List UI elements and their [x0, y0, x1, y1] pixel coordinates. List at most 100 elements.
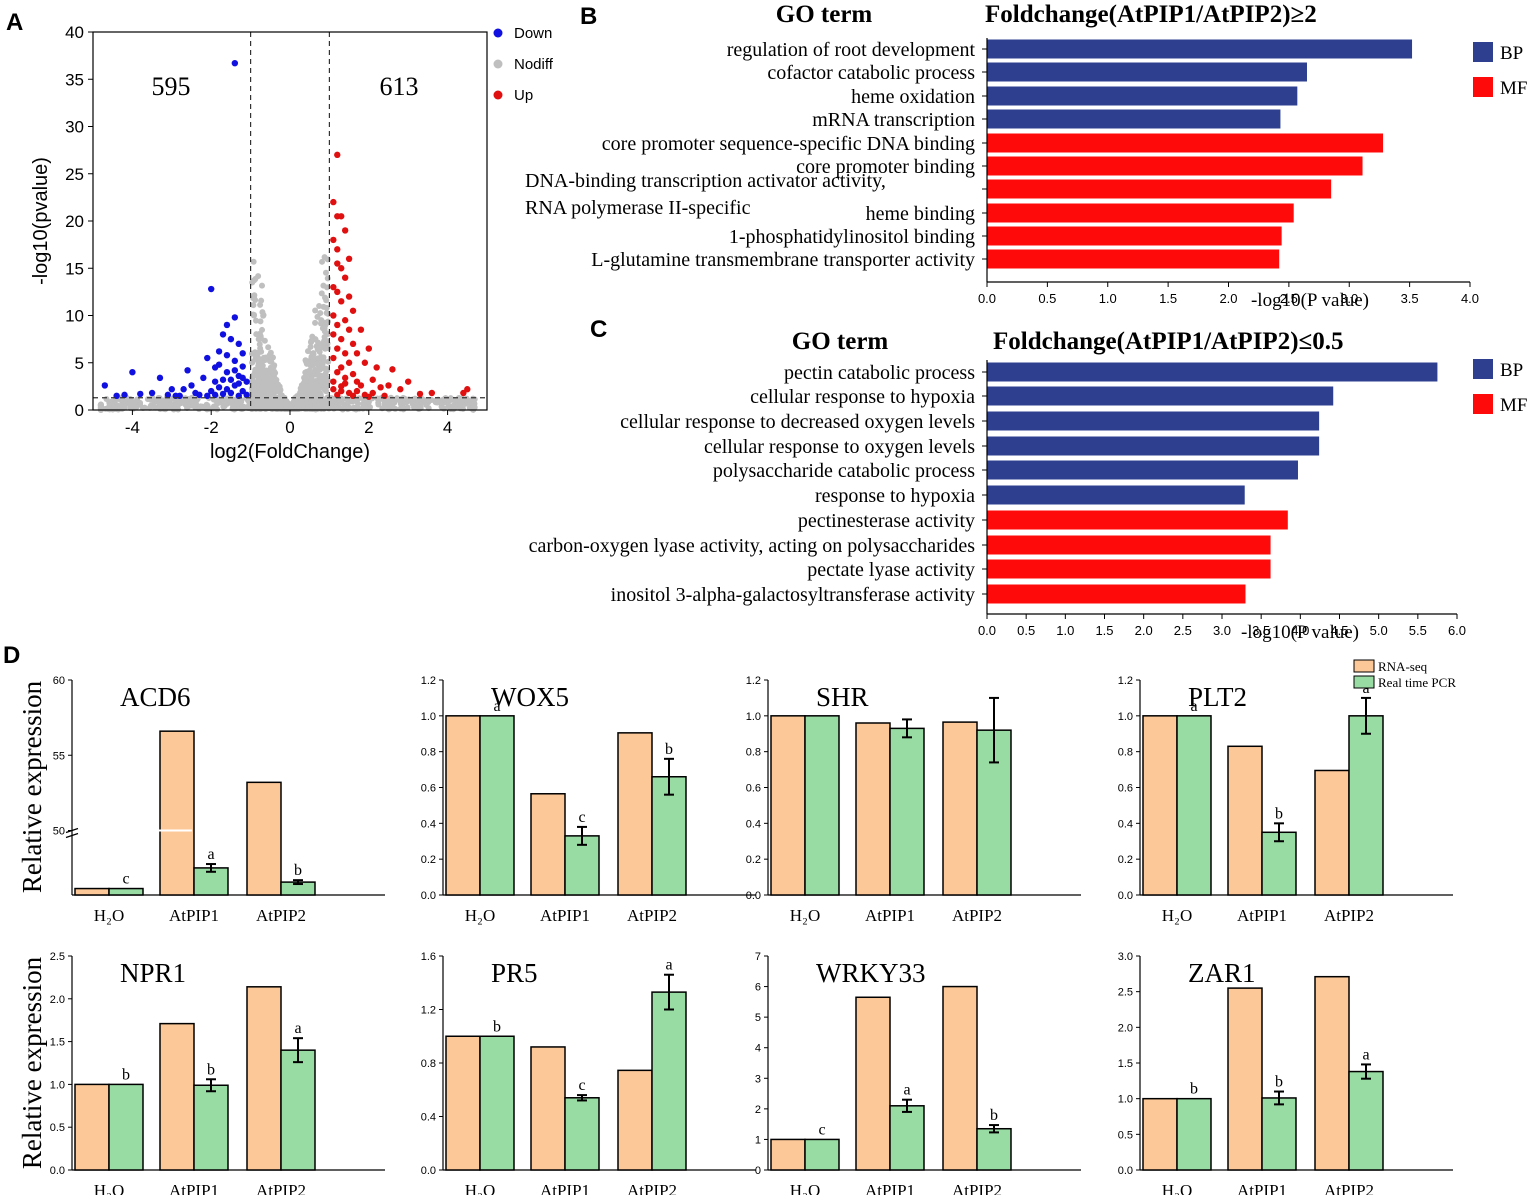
nodiff-point [306, 401, 313, 408]
x-tick-label: 2.5 [1280, 291, 1298, 306]
nodiff-point [272, 404, 279, 411]
rna-seq-bar [942, 721, 978, 896]
up-point [349, 307, 357, 314]
x-tick-label: 3.0 [1213, 623, 1231, 638]
qpcr-bar [651, 776, 687, 896]
y-tick-label: 7 [755, 951, 761, 963]
nodiff-point [315, 339, 322, 346]
go-header: GO term [776, 1, 873, 28]
down-point [231, 367, 239, 374]
go-bar [987, 86, 1298, 106]
gene-chart-acd6: 50 55 60 c H₂O a AtPIP1 b AtPIP2 ACD6 [53, 675, 385, 925]
gene-name: SHR [816, 682, 869, 712]
go-term-label: carbon-oxygen lyase activity, acting on … [529, 535, 976, 557]
nodiff-point [361, 397, 368, 404]
x-tick-label: AtPIP2 [256, 906, 306, 925]
up-point [338, 335, 345, 343]
down-point [188, 382, 195, 389]
nodiff-point [250, 258, 257, 265]
nodiff-point [210, 403, 217, 410]
down-point [184, 367, 191, 374]
y-tick-label: 1.2 [421, 1005, 436, 1017]
nodiff-point [316, 303, 323, 310]
go-bar [987, 179, 1332, 199]
x-tick-label: AtPIP1 [1237, 906, 1287, 925]
x-tick-label: AtPIP1 [169, 906, 219, 925]
go-bar [987, 535, 1271, 555]
down-point [215, 361, 223, 368]
go-bar [987, 133, 1384, 153]
down-point [239, 363, 246, 370]
y-tick-label: 2.5 [50, 951, 65, 963]
gene-chart-plt2: 0.00.20.40.60.81.01.2aH₂ObAtPIP1aAtPIP2P… [1118, 675, 1453, 925]
nodiff-point [321, 328, 328, 335]
nodiff-point [152, 404, 159, 411]
expression-charts: 505560cH₂OaAtPIP1bAtPIP2ACD60.00.20.40.6… [17, 659, 1456, 1195]
significance-letter: b [665, 741, 673, 758]
qpcr-bar [479, 715, 515, 896]
up-count: 613 [380, 72, 419, 101]
go-term-label: inositol 3-alpha-galactosyltransferase a… [611, 584, 975, 606]
y-tick-label: 0.8 [421, 747, 436, 759]
legend-label: Up [514, 87, 533, 104]
x-tick-label: H₂O [1162, 1181, 1192, 1195]
x-tick-label: AtPIP2 [952, 906, 1002, 925]
up-point [334, 345, 341, 352]
qpcr-bar [804, 1138, 840, 1171]
y-axis-label: Relative expression [17, 956, 47, 1169]
up-point [330, 236, 337, 244]
significance-letter: b [1190, 1081, 1198, 1098]
up-point [377, 384, 384, 391]
qpcr-bar [108, 1083, 144, 1171]
y-tick-label: 0 [755, 1165, 761, 1177]
x-tick-label: H₂O [790, 1181, 820, 1195]
nodiff-point [320, 282, 327, 289]
nodiff-point [156, 399, 163, 406]
nodiff-point [319, 396, 326, 403]
y-tick-label: 1.0 [50, 1079, 65, 1091]
significance-letter: c [578, 809, 585, 826]
y-tick-label: 0.8 [421, 1058, 436, 1070]
up-point [341, 317, 349, 324]
y-tick-label: 60 [53, 675, 65, 687]
nodiff-point [428, 397, 435, 404]
go-term-label: mRNA transcription [812, 109, 975, 131]
nodiff-point [265, 344, 272, 351]
rna-seq-bar [1142, 715, 1178, 896]
legend-swatch [1353, 659, 1375, 673]
legend-label: BP [1500, 43, 1523, 64]
go-bar [987, 510, 1288, 530]
go-term-label: pectinesterase activity [798, 510, 975, 532]
go-term-label: L-glutamine transmembrane transporter ac… [591, 249, 975, 271]
y-tick-label: 0.0 [421, 890, 436, 902]
y-tick-label: 0.0 [1118, 890, 1133, 902]
rna-seq-bar [159, 1022, 195, 1171]
significance-letter: b [1275, 805, 1283, 822]
axis-break-mark [65, 832, 79, 839]
y-axis-label: Relative expression [17, 680, 47, 893]
go-bar [987, 436, 1320, 456]
y-tick-label: 50 [53, 826, 65, 838]
y-tick-label: 1.0 [1118, 1094, 1133, 1106]
gene-name: ZAR1 [1188, 958, 1256, 988]
up-point [334, 391, 341, 399]
x-tick-label: AtPIP2 [256, 1181, 306, 1195]
up-point [345, 359, 353, 366]
nodiff-point [323, 310, 330, 317]
y-tick-label: 0.2 [421, 854, 436, 866]
go-term-label: regulation of root development [727, 39, 976, 61]
x-tick-label: 0.5 [1038, 291, 1056, 306]
go-bar [987, 156, 1363, 176]
x-tick-label: 1.0 [1099, 291, 1117, 306]
up-point [349, 370, 357, 378]
rna-seq-bar [1142, 1097, 1178, 1171]
up-point [330, 354, 337, 362]
qpcr-bar [976, 1127, 1012, 1171]
y-tick-label: 0.0 [421, 1165, 436, 1177]
nodiff-point [344, 406, 351, 413]
nodiff-point [299, 401, 306, 408]
nodiff-point [113, 403, 120, 410]
legend-swatch [1473, 394, 1493, 414]
legend-swatch [1473, 359, 1493, 379]
go-term-label: response to hypoxia [815, 485, 975, 507]
